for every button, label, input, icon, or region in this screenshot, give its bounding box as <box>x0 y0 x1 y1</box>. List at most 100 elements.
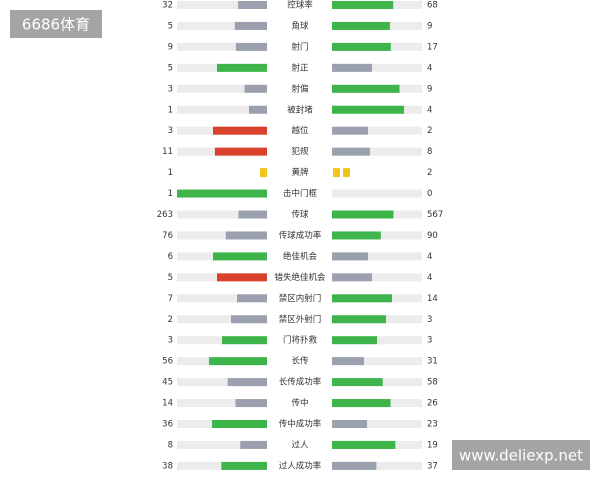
bar-track <box>177 105 267 114</box>
home-value: 11 <box>162 147 173 157</box>
home-value: 8 <box>168 440 173 450</box>
watermark: www.deliexp.net <box>459 447 583 465</box>
home-value: 56 <box>162 357 173 367</box>
bar-track <box>332 461 422 470</box>
home-bar <box>235 42 267 51</box>
home-cards <box>260 168 267 178</box>
stat-label: 过人 <box>291 439 309 450</box>
bar-track <box>332 189 422 198</box>
away-bar <box>332 336 377 345</box>
home-value: 1 <box>168 105 173 115</box>
away-bar <box>332 42 391 51</box>
away-value: 4 <box>427 252 432 262</box>
home-bar <box>177 189 267 198</box>
stat-label: 击中门框 <box>283 188 318 199</box>
away-bar <box>332 1 394 9</box>
bar-track <box>177 315 267 324</box>
away-value: 26 <box>427 399 438 409</box>
stat-label: 射正 <box>291 62 309 73</box>
stat-label: 射偏 <box>291 83 308 94</box>
away-bar <box>332 461 377 470</box>
away-bar <box>332 273 372 282</box>
away-bar <box>332 378 383 387</box>
home-bar <box>238 1 267 9</box>
home-bar <box>249 105 267 114</box>
bar-track <box>332 420 422 428</box>
home-bar <box>212 420 267 428</box>
away-bar <box>332 126 368 135</box>
home-bar <box>217 63 267 72</box>
bar-track <box>177 294 267 303</box>
home-bar <box>234 21 267 30</box>
bar-track <box>332 63 422 72</box>
away-value: 19 <box>427 440 438 450</box>
home-value: 14 <box>162 399 173 409</box>
bar-track <box>177 1 267 9</box>
home-bar <box>214 147 267 156</box>
home-bar <box>231 315 267 324</box>
away-value: 4 <box>427 273 432 283</box>
stat-label: 传中成功率 <box>279 419 322 430</box>
away-value: 9 <box>427 21 432 31</box>
stat-label: 传球 <box>291 209 309 220</box>
stat-label: 射门 <box>291 41 308 52</box>
away-value: 3 <box>427 315 432 325</box>
home-bar <box>238 210 267 219</box>
away-bar <box>332 440 396 449</box>
stat-label: 门将扑救 <box>283 335 318 346</box>
away-value: 8 <box>427 147 432 157</box>
home-value: 1 <box>168 189 173 199</box>
stat-label: 被封堵 <box>287 104 313 115</box>
card-icon <box>260 168 267 178</box>
bar-track <box>177 210 267 219</box>
home-bar <box>244 84 267 93</box>
bar-track <box>177 21 267 30</box>
home-value: 9 <box>168 42 173 52</box>
away-bar <box>332 294 392 303</box>
stat-label: 长传 <box>291 356 309 367</box>
away-value: 17 <box>427 42 438 52</box>
away-value: 4 <box>427 105 432 115</box>
home-value: 3 <box>168 126 173 136</box>
away-value: 23 <box>427 420 438 430</box>
away-value: 3 <box>427 336 432 346</box>
bar-track <box>177 378 267 387</box>
away-bar <box>332 63 372 72</box>
home-bar <box>237 294 267 303</box>
stat-label: 禁区内射门 <box>279 293 322 304</box>
stat-label: 黄牌 <box>291 167 309 178</box>
away-value: 2 <box>427 126 432 136</box>
home-bar <box>225 231 267 240</box>
away-value: 4 <box>427 63 432 73</box>
home-value: 3 <box>168 84 173 94</box>
home-bar <box>209 357 267 366</box>
bar-track <box>332 252 422 261</box>
home-bar <box>213 252 267 261</box>
stat-label: 错失绝佳机会 <box>274 272 326 283</box>
watermark-box <box>10 10 102 38</box>
home-bar <box>213 126 267 135</box>
home-value: 38 <box>162 461 173 471</box>
away-value: 58 <box>427 378 438 388</box>
away-bar <box>332 231 381 240</box>
bar-track <box>332 126 422 135</box>
away-bar <box>332 420 368 428</box>
stat-label: 角球 <box>291 20 309 31</box>
home-value: 5 <box>168 21 173 31</box>
home-value: 6 <box>168 252 173 262</box>
away-bar <box>332 252 368 261</box>
away-bar <box>332 147 370 156</box>
away-cards <box>333 168 350 178</box>
bar-track <box>177 42 267 51</box>
home-value: 1 <box>168 168 173 178</box>
home-value: 2 <box>168 315 173 325</box>
home-value: 32 <box>162 1 173 11</box>
bar-track <box>332 357 422 366</box>
stat-label: 犯规 <box>291 146 309 157</box>
away-value: 14 <box>427 294 438 304</box>
stat-label: 长传成功率 <box>279 377 322 388</box>
home-bar <box>217 273 267 282</box>
away-value: 567 <box>427 210 443 220</box>
home-bar <box>240 440 267 449</box>
bar-track <box>332 147 422 156</box>
